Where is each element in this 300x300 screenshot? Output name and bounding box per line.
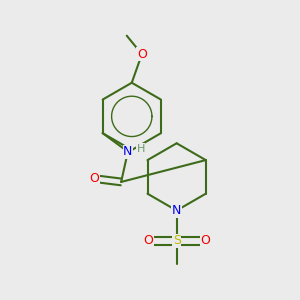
Text: O: O [137,48,147,61]
Text: N: N [172,204,181,217]
Text: S: S [172,234,181,247]
Text: N: N [123,145,133,158]
Text: O: O [89,172,99,185]
Text: O: O [200,234,210,247]
Text: O: O [143,234,153,247]
Text: H: H [136,144,145,154]
